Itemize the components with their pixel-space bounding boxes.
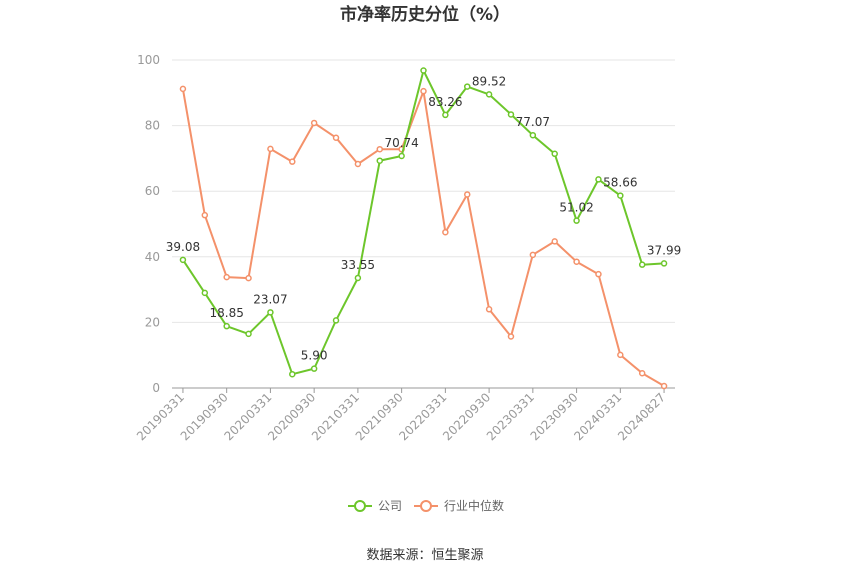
data-point-industry[interactable] xyxy=(376,145,384,153)
data-point-company[interactable] xyxy=(507,111,515,118)
data-point-company[interactable] xyxy=(289,370,296,378)
data-point-company[interactable] xyxy=(485,91,493,98)
series-layer xyxy=(179,67,668,390)
y-tick-label: 80 xyxy=(145,119,160,133)
data-label: 77.07 xyxy=(516,115,550,129)
data-label: 37.99 xyxy=(647,243,681,257)
data-point-industry[interactable] xyxy=(354,160,362,168)
data-label: 33.55 xyxy=(341,258,375,272)
data-point-company[interactable] xyxy=(463,83,471,90)
y-tick-label: 20 xyxy=(145,315,160,329)
legend-company-label: 公司 xyxy=(378,499,402,513)
data-point-industry[interactable] xyxy=(332,134,340,141)
data-label: 70.74 xyxy=(384,136,418,150)
data-point-company[interactable] xyxy=(660,260,668,267)
data-label: 23.07 xyxy=(253,292,287,306)
x-tick-label: 20240827 xyxy=(615,390,668,443)
data-point-industry[interactable] xyxy=(507,333,515,340)
data-point-company[interactable] xyxy=(595,176,602,183)
y-tick-label: 60 xyxy=(145,184,160,198)
data-point-company[interactable] xyxy=(420,67,427,74)
data-point-company[interactable] xyxy=(354,274,362,282)
legend-item-industry[interactable]: 行业中位数 xyxy=(414,498,504,513)
y-tick-label: 100 xyxy=(137,53,160,67)
data-point-industry[interactable] xyxy=(529,251,537,259)
data-point-industry[interactable] xyxy=(485,306,493,313)
data-label: 51.02 xyxy=(559,201,593,215)
data-point-company[interactable] xyxy=(223,322,230,330)
data-point-industry[interactable] xyxy=(245,274,252,282)
data-point-company[interactable] xyxy=(529,131,537,139)
legend-company-marker xyxy=(354,500,366,512)
y-tick-label: 40 xyxy=(145,250,160,264)
data-point-industry[interactable] xyxy=(442,228,449,236)
chart-title: 市净率历史分位（%） xyxy=(340,4,510,25)
data-point-industry[interactable] xyxy=(617,351,624,359)
grid-lines xyxy=(172,59,675,323)
data-point-company[interactable] xyxy=(245,330,252,338)
data-point-company[interactable] xyxy=(310,365,318,372)
data-point-company[interactable] xyxy=(442,111,449,119)
data-point-company[interactable] xyxy=(638,261,646,268)
x-axis: 2019033120190930202003312020093020210331… xyxy=(134,387,675,443)
data-point-company[interactable] xyxy=(551,150,558,158)
data-point-company[interactable] xyxy=(617,192,624,199)
y-tick-label: 0 xyxy=(152,381,160,395)
data-point-industry[interactable] xyxy=(223,273,230,281)
data-point-company[interactable] xyxy=(573,217,580,224)
data-point-industry[interactable] xyxy=(289,158,296,165)
data-label: 89.52 xyxy=(472,74,506,88)
data-label: 18.85 xyxy=(209,306,243,320)
data-label: 39.08 xyxy=(166,240,200,254)
data-labels: 39.08 18.85 23.07 5.90 33.55 70.74 83.26 89.52 7… xyxy=(166,74,681,362)
data-point-industry[interactable] xyxy=(310,119,318,127)
data-label: 5.90 xyxy=(301,349,328,363)
data-point-industry[interactable] xyxy=(660,382,668,390)
data-point-industry[interactable] xyxy=(638,369,646,377)
legend: 公司 行业中位数 xyxy=(348,498,504,513)
data-label: 83.26 xyxy=(428,95,462,109)
data-point-company[interactable] xyxy=(398,152,405,160)
data-label: 58.66 xyxy=(603,176,637,190)
data-point-company[interactable] xyxy=(376,157,384,164)
data-point-company[interactable] xyxy=(267,309,274,316)
data-point-company[interactable] xyxy=(179,256,187,264)
data-point-industry[interactable] xyxy=(179,85,187,93)
data-point-company[interactable] xyxy=(201,289,209,297)
data-point-industry[interactable] xyxy=(595,270,602,278)
y-axis: 0 20 40 60 80 100 xyxy=(137,53,160,395)
series-line-company xyxy=(182,69,665,376)
data-point-industry[interactable] xyxy=(573,258,580,265)
data-point-industry[interactable] xyxy=(267,145,274,153)
data-point-industry[interactable] xyxy=(201,211,209,219)
series-line-industry xyxy=(181,88,665,387)
legend-item-company[interactable]: 公司 xyxy=(348,499,402,513)
data-point-industry[interactable] xyxy=(551,238,558,245)
data-point-industry[interactable] xyxy=(463,191,471,198)
data-point-industry[interactable] xyxy=(420,87,427,95)
data-point-company[interactable] xyxy=(332,317,340,324)
data-source: 数据来源：恒生聚源 xyxy=(366,548,483,563)
legend-industry-marker xyxy=(420,500,432,512)
legend-industry-label: 行业中位数 xyxy=(444,498,504,513)
